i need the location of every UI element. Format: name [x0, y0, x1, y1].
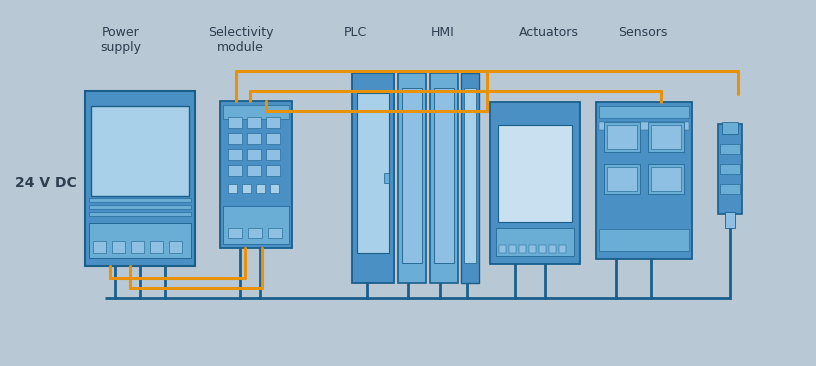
- Bar: [384, 173, 389, 183]
- Bar: [648, 164, 684, 194]
- Bar: [461, 73, 479, 283]
- Bar: [247, 165, 261, 176]
- Bar: [498, 125, 572, 222]
- Bar: [651, 167, 681, 191]
- Bar: [248, 228, 262, 238]
- Text: Actuators: Actuators: [518, 26, 579, 39]
- Bar: [223, 206, 289, 244]
- Bar: [247, 117, 261, 128]
- Bar: [599, 122, 689, 130]
- Bar: [228, 228, 242, 238]
- Bar: [266, 133, 280, 144]
- Bar: [150, 241, 163, 253]
- Bar: [651, 125, 681, 149]
- Bar: [718, 124, 742, 214]
- Bar: [496, 228, 574, 256]
- Bar: [722, 122, 738, 134]
- Bar: [596, 102, 692, 259]
- Bar: [604, 164, 640, 194]
- Bar: [549, 245, 556, 253]
- Bar: [720, 144, 740, 154]
- Bar: [89, 212, 191, 216]
- Bar: [559, 245, 566, 253]
- Bar: [89, 223, 191, 258]
- Bar: [268, 228, 282, 238]
- Bar: [464, 88, 476, 263]
- Bar: [509, 245, 516, 253]
- Bar: [247, 149, 261, 160]
- Bar: [89, 198, 191, 202]
- Bar: [266, 165, 280, 176]
- Bar: [490, 102, 580, 264]
- Bar: [228, 184, 237, 193]
- Bar: [256, 184, 265, 193]
- Bar: [607, 167, 637, 191]
- Bar: [169, 241, 182, 253]
- Bar: [599, 106, 689, 118]
- Bar: [434, 88, 454, 263]
- Bar: [89, 205, 191, 209]
- Bar: [266, 117, 280, 128]
- Bar: [220, 101, 292, 248]
- Text: Power
supply: Power supply: [100, 26, 141, 54]
- Bar: [223, 105, 289, 119]
- Bar: [270, 184, 279, 193]
- Bar: [539, 245, 546, 253]
- Text: PLC: PLC: [344, 26, 366, 39]
- Text: 24 V DC: 24 V DC: [15, 176, 77, 190]
- Bar: [247, 133, 261, 144]
- Bar: [266, 149, 280, 160]
- Bar: [607, 125, 637, 149]
- Bar: [112, 241, 125, 253]
- Bar: [242, 184, 251, 193]
- Bar: [85, 91, 195, 266]
- Bar: [519, 245, 526, 253]
- Bar: [228, 149, 242, 160]
- Bar: [357, 93, 389, 253]
- Bar: [228, 117, 242, 128]
- Bar: [529, 245, 536, 253]
- Bar: [91, 106, 189, 196]
- Bar: [228, 133, 242, 144]
- Bar: [430, 73, 458, 283]
- Bar: [93, 241, 106, 253]
- Bar: [720, 184, 740, 194]
- Bar: [499, 245, 506, 253]
- Bar: [604, 122, 640, 152]
- Bar: [720, 164, 740, 174]
- Bar: [648, 122, 684, 152]
- Bar: [402, 88, 422, 263]
- Text: Selectivity
module: Selectivity module: [208, 26, 273, 54]
- Text: Sensors: Sensors: [619, 26, 667, 39]
- Bar: [725, 212, 735, 228]
- Bar: [228, 165, 242, 176]
- Bar: [398, 73, 426, 283]
- Bar: [352, 73, 394, 283]
- Text: HMI: HMI: [431, 26, 455, 39]
- Bar: [131, 241, 144, 253]
- Bar: [599, 229, 689, 251]
